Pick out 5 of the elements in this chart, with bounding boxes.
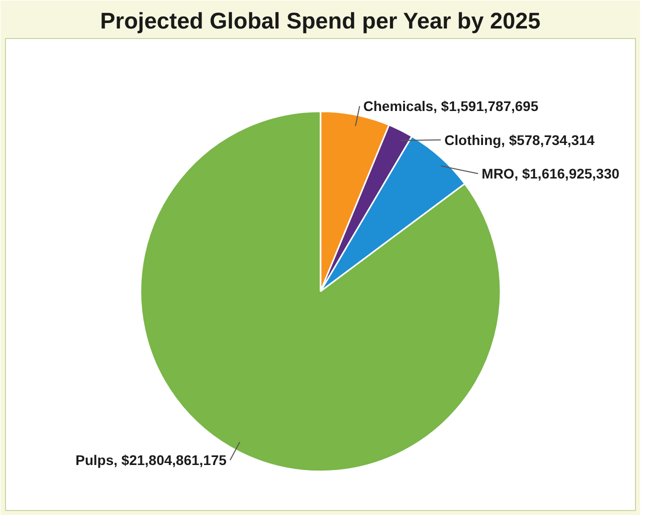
slice-label: Pulps, $21,804,861,175 — [76, 452, 227, 468]
slice-label: Chemicals, $1,591,787,695 — [363, 98, 539, 114]
chart-title: Projected Global Spend per Year by 2025 — [100, 8, 540, 34]
slice-label: Clothing, $578,734,314 — [444, 132, 595, 148]
slice-label: MRO, $1,616,925,330 — [482, 166, 620, 182]
